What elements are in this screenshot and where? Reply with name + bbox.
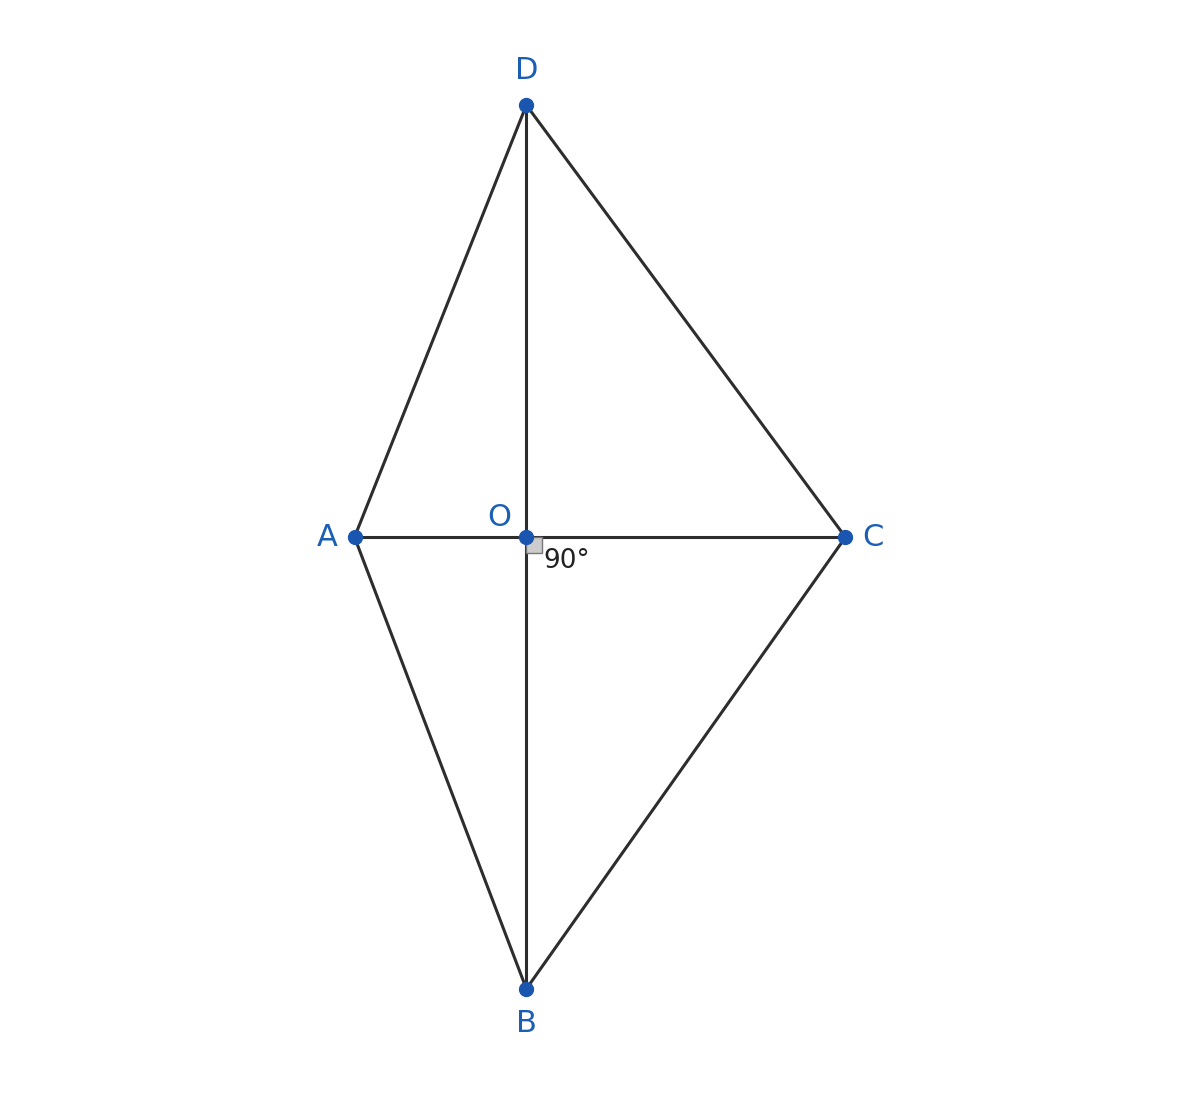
Text: O: O bbox=[487, 503, 511, 532]
Text: A: A bbox=[317, 523, 338, 551]
Text: D: D bbox=[515, 56, 538, 85]
Text: B: B bbox=[516, 1009, 536, 1038]
Text: C: C bbox=[862, 523, 883, 551]
Text: 90°: 90° bbox=[544, 548, 590, 573]
Polygon shape bbox=[527, 537, 542, 552]
